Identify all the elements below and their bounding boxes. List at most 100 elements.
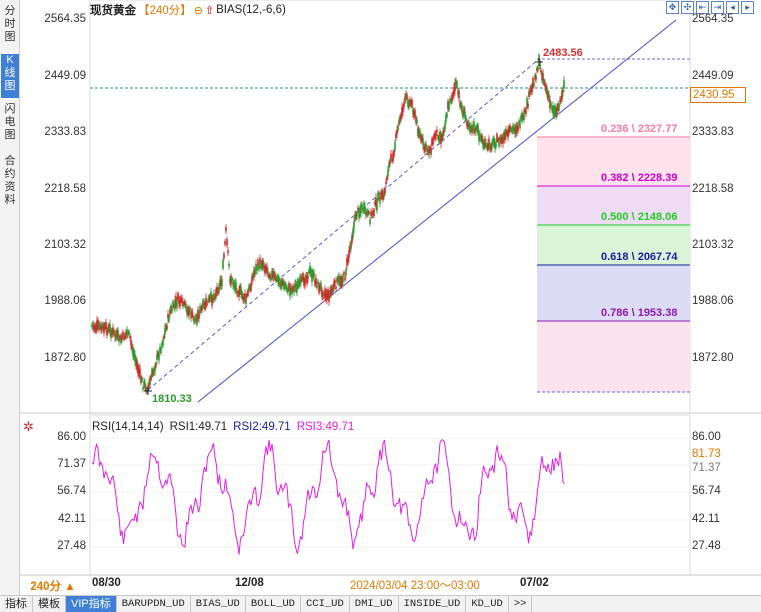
candle-body [466, 121, 468, 127]
candle-body [524, 108, 526, 112]
candle-body [262, 260, 264, 268]
candle-body [492, 138, 494, 143]
zoom-out-icon[interactable]: ✣ [681, 1, 694, 14]
tab-timeshare[interactable]: 分时图 [4, 5, 16, 43]
candle-body [311, 273, 313, 282]
candle-body [473, 122, 475, 131]
candle-body [119, 336, 121, 339]
rsi-axis-label-left: 86.00 [57, 431, 86, 443]
chart-toolbar: ✥ ✣ ⇤ ⇥ ◂ ▸ [666, 1, 754, 14]
candle-body [501, 137, 503, 142]
candle-body [209, 296, 211, 300]
high-marker [535, 58, 543, 66]
candle-body [126, 330, 128, 335]
tab-vip-indicators[interactable]: VIP指标 [66, 596, 117, 612]
chart-canvas[interactable] [20, 0, 761, 595]
candle-body [507, 129, 509, 138]
candle-body [251, 276, 253, 283]
tab-dmi[interactable]: DMI_UD [350, 596, 399, 612]
candle-body [399, 116, 401, 123]
candle-body [150, 375, 152, 381]
candle-body [497, 138, 499, 142]
candle-body [252, 274, 254, 278]
price-axis-label-right: 1872.80 [692, 352, 734, 364]
tab-inside[interactable]: INSIDE_UD [399, 596, 467, 612]
candle-body [277, 278, 279, 283]
candle-body [152, 370, 154, 375]
candle-body [241, 291, 243, 299]
candle-body [378, 192, 380, 200]
tab-bias[interactable]: BIAS_UD [191, 596, 246, 612]
rsi-axis-label-left: 56.74 [57, 485, 86, 497]
candle-body [217, 289, 219, 294]
tab-indicators[interactable]: 指标 [0, 596, 33, 612]
candle-body [333, 281, 335, 290]
fit-left-icon[interactable]: ◂ [726, 1, 739, 14]
tab-boll[interactable]: BOLL_UD [246, 596, 301, 612]
candle-body [206, 303, 208, 306]
candle-body [154, 366, 156, 372]
candle-body [296, 284, 298, 293]
candle-body [373, 209, 375, 216]
fit-right-icon[interactable]: ▸ [741, 1, 754, 14]
candle-body [481, 135, 483, 142]
candle-body [157, 352, 159, 357]
candle-body [535, 76, 537, 80]
candle-body [124, 333, 126, 339]
tab-kline[interactable]: K线图 [1, 54, 19, 98]
zoom-in-icon[interactable]: ✥ [666, 1, 679, 14]
tab-cci[interactable]: CCI_UD [301, 596, 350, 612]
candle-body [396, 130, 398, 134]
candle-body [425, 143, 427, 147]
fib-zone [537, 265, 690, 321]
period-selector-button[interactable]: 240分 ▲ [30, 581, 76, 593]
candle-body [455, 80, 457, 84]
fib-zone [537, 186, 690, 225]
candle-body [236, 290, 238, 294]
tab-kd[interactable]: KD_UD [466, 596, 509, 612]
candle-body [551, 107, 553, 111]
candle-body [482, 139, 484, 147]
candle-body [439, 131, 441, 141]
candle-body [223, 253, 225, 259]
candle-body [135, 359, 137, 366]
candle-body [381, 189, 383, 198]
candle-body [382, 194, 384, 201]
candle-body [316, 285, 318, 288]
candle-body [148, 382, 150, 385]
price-axis-label-left: 2333.83 [44, 126, 86, 138]
candle-body [537, 67, 539, 72]
candle-body [151, 368, 153, 377]
rsi-header: RSI(14,14,14) RSI1:49.71 RSI2:49.71 RSI3… [92, 421, 354, 433]
candle-body [139, 368, 141, 375]
candle-body [263, 265, 265, 268]
rsi-settings-icon[interactable]: ✲ [23, 419, 34, 434]
tab-more[interactable]: >> [509, 596, 533, 612]
candle-body [187, 306, 189, 315]
candle-body [253, 269, 255, 278]
candle-body [352, 229, 354, 238]
indicator-arrow-icon[interactable]: ⇧ [204, 4, 215, 17]
tab-lightning[interactable]: 闪电图 [4, 103, 16, 141]
candle-body [243, 297, 245, 301]
candle-body [212, 297, 214, 301]
candle-body [515, 126, 517, 134]
candle-body [114, 334, 116, 337]
tab-templates[interactable]: 模板 [33, 596, 66, 612]
candle-body [312, 269, 314, 278]
rsi-axis-label-right: 42.11 [692, 513, 720, 525]
candle-body [348, 250, 350, 258]
candle-body [226, 238, 228, 246]
candle-body [104, 323, 106, 329]
move-left-icon[interactable]: ⇤ [696, 1, 709, 14]
candle-body [321, 291, 323, 297]
candle-body [214, 295, 216, 300]
candle-body [476, 126, 478, 132]
candle-body [265, 266, 267, 272]
tab-barupdn[interactable]: BARUPDN_UD [117, 596, 191, 612]
candle-body [413, 111, 415, 118]
move-right-icon[interactable]: ⇥ [711, 1, 724, 14]
settings-circle-icon[interactable]: ⊖ [193, 4, 203, 17]
tab-contract-info[interactable]: 合约资料 [4, 155, 16, 206]
candle-body [549, 99, 551, 109]
